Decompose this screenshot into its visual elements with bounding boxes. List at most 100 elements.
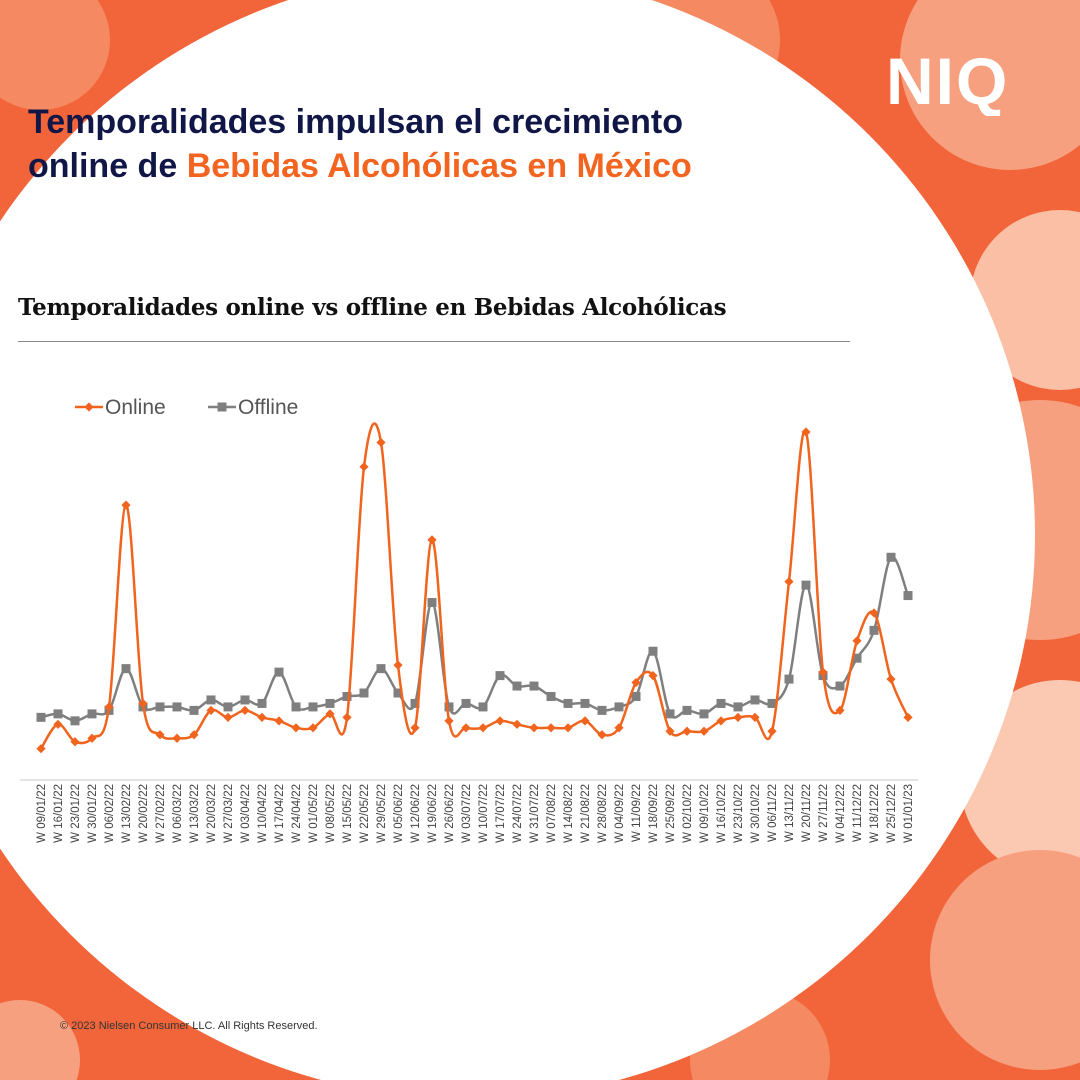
point-offline-18 [342, 691, 352, 701]
x-tick-label: W 25/09/22 [665, 784, 677, 843]
x-tick-label: W 24/07/22 [512, 784, 524, 843]
point-online-18 [342, 712, 352, 722]
x-tick-label: W 16/01/22 [53, 784, 65, 843]
point-online-22 [410, 723, 420, 733]
point-offline-1 [53, 709, 63, 719]
point-offline-3 [87, 709, 97, 719]
point-offline-40 [716, 698, 726, 708]
headline-line2-accent: Bebidas Alcohólicas en México [186, 147, 692, 185]
x-tick-label: W 28/08/22 [597, 784, 609, 843]
point-online-43 [767, 726, 777, 736]
point-online-47 [835, 705, 845, 715]
point-offline-43 [767, 698, 777, 708]
point-online-32 [580, 716, 590, 726]
point-online-28 [512, 719, 522, 729]
point-online-45 [801, 427, 811, 437]
point-offline-41 [733, 702, 743, 712]
point-offline-39 [699, 709, 709, 719]
point-offline-30 [546, 691, 556, 701]
point-online-12 [240, 705, 250, 715]
x-tick-label: W 04/12/22 [835, 784, 847, 843]
point-online-39 [699, 726, 709, 736]
point-online-3 [87, 733, 97, 743]
point-online-4 [104, 702, 114, 712]
point-online-20 [376, 437, 386, 448]
x-tick-label: W 12/06/22 [410, 784, 422, 843]
legend-item-online: Online [75, 396, 166, 419]
x-tick-label: W 04/09/22 [614, 784, 626, 843]
point-offline-7 [155, 702, 165, 712]
x-tick-label: W 14/08/22 [563, 784, 575, 843]
point-online-29 [529, 723, 539, 733]
legend-label-offline: Offline [238, 396, 298, 419]
point-online-40 [716, 716, 726, 726]
point-offline-21 [393, 688, 403, 698]
headline-line1: Temporalidades impulsan el crecimiento [28, 103, 684, 141]
point-online-35 [631, 677, 641, 688]
x-tick-label: W 15/05/22 [342, 784, 354, 843]
point-offline-28 [512, 681, 522, 691]
x-tick-label: W 09/10/22 [699, 784, 711, 843]
point-online-42 [750, 712, 760, 722]
point-offline-35 [631, 691, 641, 701]
point-online-1 [53, 719, 63, 729]
x-tick-label: W 09/01/22 [36, 784, 48, 843]
point-offline-51 [903, 591, 913, 601]
point-offline-47 [835, 681, 845, 691]
x-tick-label: W 08/05/22 [325, 784, 337, 843]
x-tick-label: W 06/03/22 [172, 784, 184, 843]
x-tick-label: W 13/11/22 [784, 784, 796, 842]
point-offline-37 [665, 709, 675, 719]
x-tick-label: W 03/07/22 [461, 784, 473, 843]
x-tick-label: W 06/02/22 [104, 784, 116, 843]
x-tick-label: W 30/10/22 [750, 784, 762, 843]
point-online-30 [546, 723, 556, 733]
point-online-5 [121, 500, 131, 510]
point-offline-22 [410, 698, 420, 708]
x-tick-label: W 21/08/22 [580, 784, 592, 843]
point-online-24 [444, 716, 454, 726]
point-online-11 [223, 712, 233, 722]
x-tick-label: W 20/03/22 [206, 784, 218, 843]
x-tick-label: W 10/04/22 [257, 784, 269, 843]
point-offline-29 [529, 681, 539, 691]
point-offline-20 [376, 664, 386, 674]
x-tick-label: W 17/04/22 [274, 784, 286, 843]
point-online-33 [597, 730, 607, 740]
point-offline-23 [427, 598, 437, 608]
point-offline-45 [801, 580, 811, 590]
point-online-34 [614, 723, 624, 733]
point-offline-33 [597, 705, 607, 715]
point-online-38 [682, 726, 692, 736]
point-online-37 [665, 726, 675, 736]
chart-title: Temporalidades online vs offline en Bebi… [18, 294, 727, 321]
point-offline-15 [291, 702, 301, 712]
point-offline-11 [223, 702, 233, 712]
x-tick-label: W 23/01/22 [70, 784, 82, 843]
point-offline-34 [614, 702, 624, 712]
point-offline-12 [240, 695, 250, 705]
copyright-notice: © 2023 Nielsen Consumer LLC. All Rights … [60, 1020, 318, 1032]
x-tick-label: W 20/02/22 [138, 784, 150, 843]
point-offline-17 [325, 698, 335, 708]
point-online-23 [427, 535, 437, 545]
point-offline-26 [478, 702, 488, 712]
point-offline-31 [563, 698, 573, 708]
series-layer [36, 422, 913, 754]
point-offline-32 [580, 698, 590, 708]
headline-line2-prefix: online de [28, 147, 187, 185]
point-offline-44 [784, 674, 794, 684]
point-offline-48 [852, 653, 862, 663]
x-tick-label: W 24/04/22 [291, 784, 303, 843]
point-online-21 [393, 660, 403, 670]
point-offline-24 [444, 702, 454, 712]
point-online-48 [852, 636, 862, 646]
x-tick-label: W 05/06/22 [393, 784, 405, 843]
point-offline-50 [886, 552, 896, 562]
point-offline-13 [257, 698, 267, 708]
x-tick-label: W 10/07/22 [478, 784, 490, 843]
x-tick-label: W 06/11/22 [767, 784, 779, 842]
point-online-31 [563, 723, 573, 733]
x-tick-label: W 25/12/22 [886, 784, 898, 843]
x-tick-label: W 11/09/22 [631, 784, 643, 842]
